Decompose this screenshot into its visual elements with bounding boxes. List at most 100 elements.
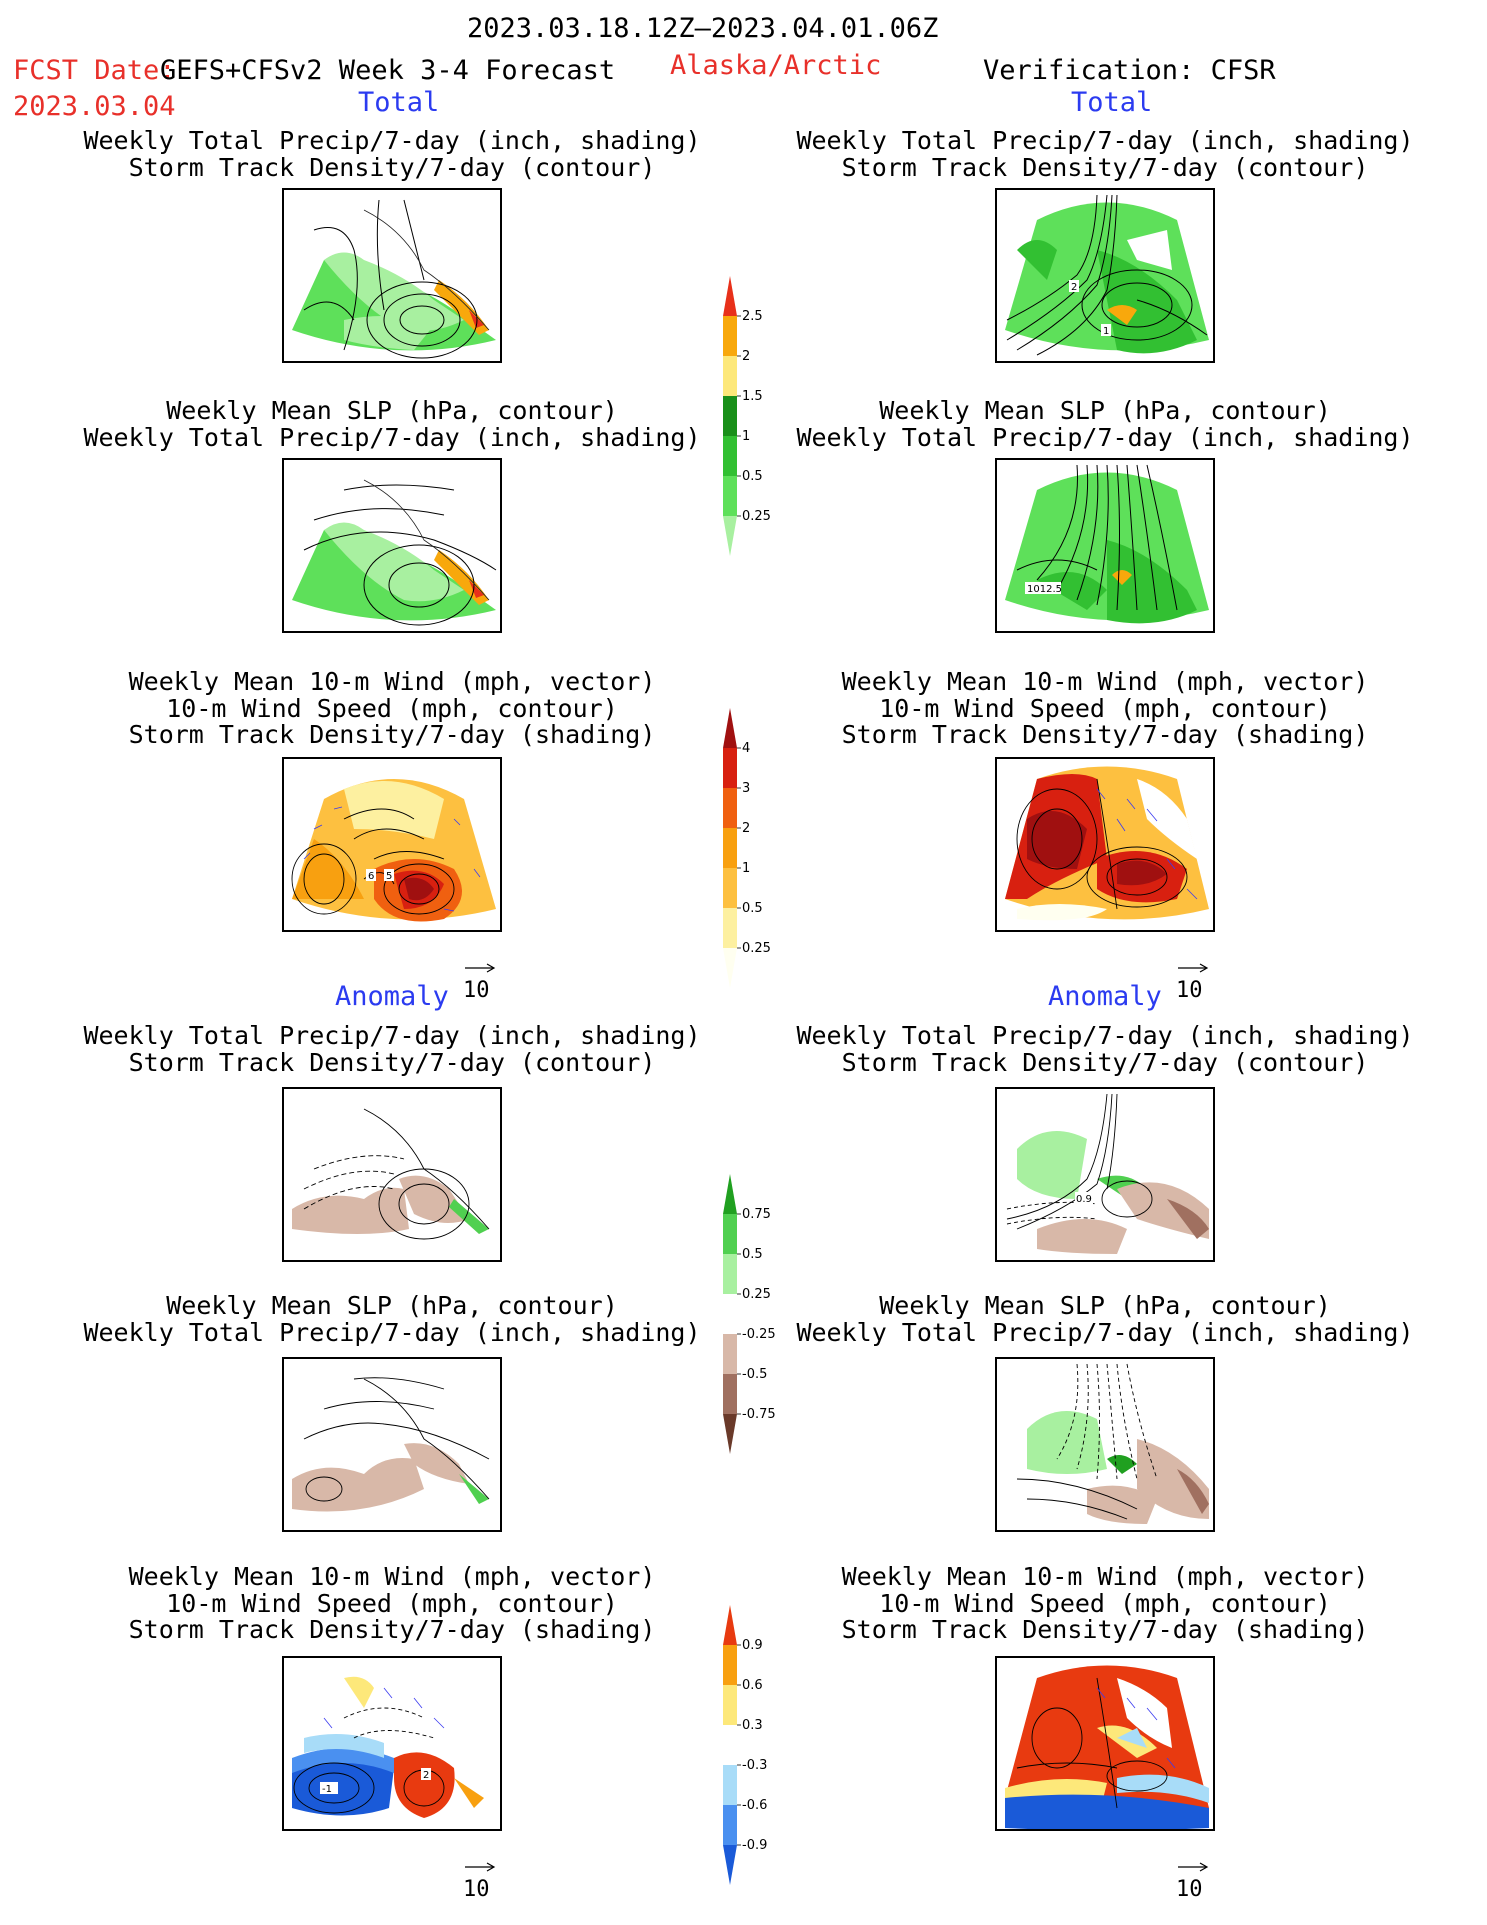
title-wind-storm-anom-right: Weekly Mean 10-m Wind (mph, vector) 10-m …: [841, 1562, 1369, 1644]
vector-key-label: 10: [1176, 978, 1203, 1003]
colorbar-bin: [723, 1174, 737, 1214]
contour-label: -1: [322, 1784, 332, 1795]
colorbar-bin: [723, 868, 737, 908]
contour-label: 2: [423, 1770, 429, 1781]
colorbar-bin: [723, 516, 737, 556]
contour-label: 6: [368, 871, 374, 882]
map-wind-storm-anom-obs: [995, 1656, 1215, 1831]
colorbar-bin: [723, 908, 737, 948]
colorbar-bin: [723, 316, 737, 356]
verification-label: Verification: CFSR: [983, 55, 1276, 86]
colorbar-tick-label: 0.5: [742, 469, 763, 484]
vector-key-right-anom: 10: [1176, 1854, 1212, 1902]
colorbar-bin: [723, 1214, 737, 1254]
contour-label: 0.9: [1076, 1194, 1092, 1205]
vector-key-left-total: 10: [463, 955, 499, 1003]
colorbar-tick-label: 0.25: [742, 1287, 771, 1302]
colorbar-tick-label: 0.9: [742, 1638, 763, 1653]
title-precip-storm-right: Weekly Total Precip/7-day (inch, shading…: [796, 126, 1414, 182]
title-precip-storm-anom-left: Weekly Total Precip/7-day (inch, shading…: [83, 1021, 701, 1077]
section-anomaly-right: Anomaly: [1048, 981, 1162, 1012]
title-precip-storm-anom-right: Weekly Total Precip/7-day (inch, shading…: [796, 1021, 1414, 1077]
colorbar-bin: [723, 1845, 737, 1885]
title-wind-storm-left: Weekly Mean 10-m Wind (mph, vector) 10-m …: [128, 667, 656, 749]
colorbar-precip-anom: -0.75 -0.5 -0.25 0.25 0.5 0.75: [723, 1174, 776, 1454]
map-wind-storm-anom-fcst: -1 2: [282, 1656, 502, 1831]
colorbar-tick-label: 2: [742, 349, 750, 364]
map-wind-storm-total-obs: [995, 757, 1215, 932]
colorbar-tick-label: 0.6: [742, 1678, 763, 1693]
colorbar-bin: [723, 1725, 737, 1765]
map-slp-precip-anom-obs: [995, 1357, 1215, 1532]
title-slp-precip-anom-right: Weekly Mean SLP (hPa, contour) Weekly Tot…: [796, 1291, 1414, 1347]
contour-label: 1: [1103, 326, 1109, 337]
section-total-right: Total: [1071, 87, 1153, 118]
vector-key-label: 10: [463, 978, 490, 1003]
fcst-date: 2023.03.04: [13, 91, 176, 122]
colorbar-bin: [723, 476, 737, 516]
colorbar-bin: [723, 1294, 737, 1334]
colorbar-bin: [723, 276, 737, 316]
colorbar-bin: [723, 1645, 737, 1685]
section-anomaly-left: Anomaly: [335, 981, 449, 1012]
colorbar-tick-label: -0.25: [742, 1327, 776, 1342]
colorbar-tick-label: 2: [742, 821, 750, 836]
colorbar-tick-label: 1: [742, 429, 750, 444]
colorbar-bin: [723, 1605, 737, 1645]
colorbar-bin: [723, 1765, 737, 1805]
map-slp-precip-total-obs: 1012.5: [995, 458, 1215, 633]
section-total-left: Total: [358, 87, 440, 118]
map-precip-storm-anom-obs: 0.9: [995, 1087, 1215, 1262]
colorbar-bin: [723, 708, 737, 748]
colorbar-tick-label: -0.5: [742, 1367, 767, 1382]
map-slp-precip-total-fcst: [282, 458, 502, 633]
contour-label: 1012.5: [1027, 584, 1062, 595]
colorbar-bin: [723, 788, 737, 828]
map-wind-storm-total-fcst: 6 5: [282, 757, 502, 932]
colorbar-tick-label: -0.75: [742, 1407, 776, 1422]
colorbar-tick-label: -0.3: [742, 1758, 767, 1773]
colorbar-tick-label: 0.3: [742, 1718, 763, 1733]
vector-key-label: 10: [1176, 1877, 1203, 1902]
title-slp-precip-left: Weekly Mean SLP (hPa, contour) Weekly Tot…: [83, 396, 701, 452]
contour-label: 5: [386, 871, 392, 882]
title-wind-storm-anom-left: Weekly Mean 10-m Wind (mph, vector) 10-m …: [128, 1562, 656, 1644]
colorbar-tick-label: -0.6: [742, 1798, 767, 1813]
region-label: Alaska/Arctic: [670, 50, 882, 81]
colorbar-storm-total: 0.25 0.5 1 2 3 4: [723, 708, 771, 988]
map-slp-precip-anom-fcst: [282, 1357, 502, 1532]
colorbar-precip-total: 0.25 0.5 1 1.5 2 2.5: [723, 276, 771, 556]
colorbar-tick-label: 0.25: [742, 941, 771, 956]
colorbar-bin: [723, 948, 737, 988]
fcst-date-label: FCST Date:: [13, 55, 176, 86]
colorbar-tick-label: 1.5: [742, 389, 763, 404]
colorbar-tick-label: 3: [742, 781, 750, 796]
period-title: 2023.03.18.12Z–2023.04.01.06Z: [467, 13, 939, 44]
colorbar-tick-label: 0.25: [742, 509, 771, 524]
colorbar-bin: [723, 1414, 737, 1454]
vector-key-label: 10: [463, 1877, 490, 1902]
title-precip-storm-left: Weekly Total Precip/7-day (inch, shading…: [83, 126, 701, 182]
colorbar-bin: [723, 1685, 737, 1725]
colorbar-bin: [723, 1805, 737, 1845]
colorbar-tick-label: 1: [742, 861, 750, 876]
colorbar-tick-label: 2.5: [742, 309, 763, 324]
colorbar-bin: [723, 1334, 737, 1374]
title-wind-storm-right: Weekly Mean 10-m Wind (mph, vector) 10-m …: [841, 667, 1369, 749]
title-slp-precip-anom-left: Weekly Mean SLP (hPa, contour) Weekly Tot…: [83, 1291, 701, 1347]
vector-key-left-anom: 10: [463, 1854, 499, 1902]
colorbar-bin: [723, 828, 737, 868]
colorbar-tick-label: 0.75: [742, 1207, 771, 1222]
colorbar-bin: [723, 748, 737, 788]
vector-key-right-total: 10: [1176, 955, 1212, 1003]
map-precip-storm-total-obs: 2 1: [995, 188, 1215, 363]
colorbar-bin: [723, 1254, 737, 1294]
colorbar-bin: [723, 396, 737, 436]
contour-label: 2: [1071, 282, 1077, 293]
map-precip-storm-total-fcst: [282, 188, 502, 363]
colorbar-bin: [723, 436, 737, 476]
colorbar-tick-label: 0.5: [742, 1247, 763, 1262]
colorbar-tick-label: 0.5: [742, 901, 763, 916]
colorbar-tick-label: 4: [742, 741, 750, 756]
colorbar-tick-label: -0.9: [742, 1838, 767, 1853]
